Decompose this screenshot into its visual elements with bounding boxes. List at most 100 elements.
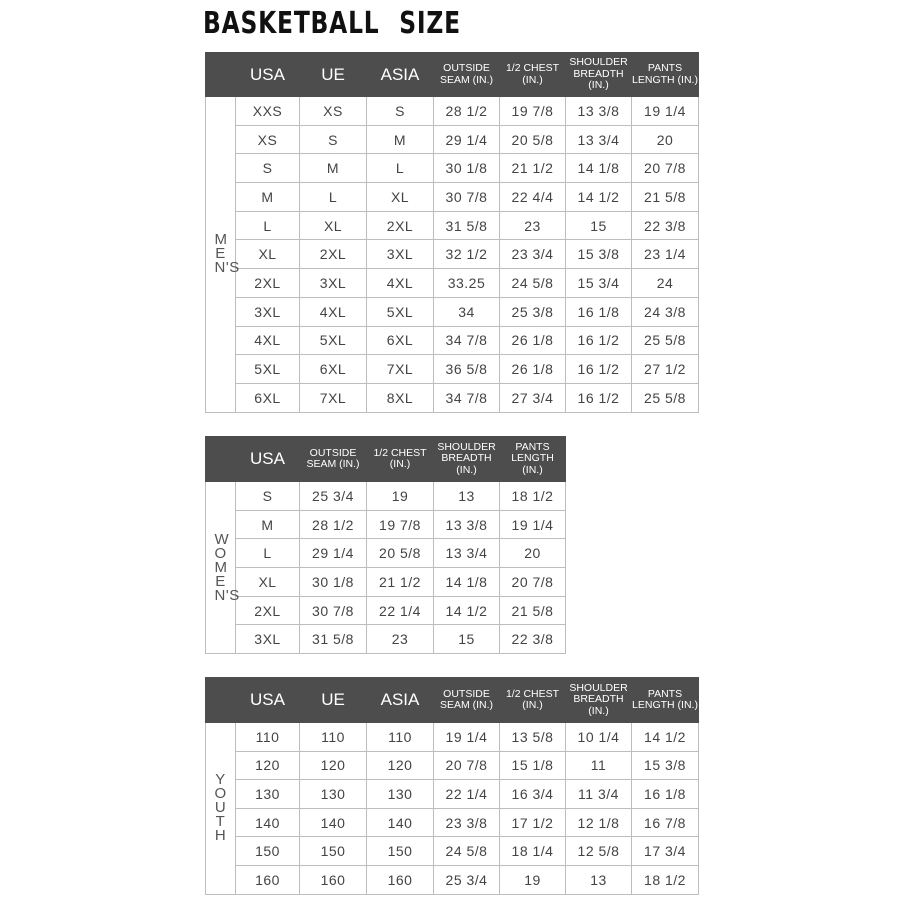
- table-cell: 29 1/4: [433, 124, 500, 155]
- column-header: PANTS LENGTH (IN.): [499, 436, 566, 482]
- table-row: XL 30 1/8 21 1/2 14 1/8 20 7/8: [206, 567, 566, 597]
- table-cell: 13 5/8: [499, 722, 566, 752]
- table-cell: 19 7/8: [366, 509, 434, 540]
- table-cell: 19: [499, 864, 566, 895]
- table-cell: 19 1/4: [433, 722, 500, 752]
- table-cell: 34 7/8: [433, 325, 500, 356]
- table-row: 5XL 6XL 7XL 36 5/8 26 1/8 16 1/2 27 1/2: [206, 354, 699, 384]
- table-cell: 150: [299, 836, 367, 866]
- table-cell: 3XL: [235, 296, 300, 327]
- table-cell: 4XL: [299, 296, 367, 327]
- table-row: 3XL 4XL 5XL 34 25 3/8 16 1/8 24 3/8: [206, 296, 699, 327]
- womens-size-table: USA OUTSIDE SEAM (IN.) 1/2 CHEST (IN.) SHOU…: [205, 436, 566, 655]
- table-cell: 160: [299, 864, 367, 895]
- table-cell: 32 1/2: [433, 239, 500, 270]
- table-cell: 21 1/2: [499, 153, 566, 184]
- table-cell: 24 3/8: [631, 296, 699, 327]
- table-cell: 22 1/4: [366, 595, 434, 626]
- table-cell: 120: [235, 750, 300, 781]
- table-row: MEN'S XXS XS S 28 1/2 19 7/8 13 3/8 19 1/4: [205, 96, 699, 413]
- table-cell: 13 3/4: [565, 124, 632, 155]
- table-row: L XL 2XL 31 5/8 23 15 22 3/8: [206, 210, 699, 241]
- column-header: UE: [299, 677, 367, 723]
- table-cell: XL: [299, 210, 367, 241]
- column-header: USA: [235, 436, 300, 482]
- table-cell: 12 5/8: [565, 836, 632, 866]
- table-row: M 28 1/2 19 7/8 13 3/8 19 1/4: [206, 509, 566, 540]
- table-cell: 4XL: [366, 268, 434, 298]
- table-cell: M: [235, 182, 300, 212]
- table-cell: 13: [565, 864, 632, 895]
- section-label-text: WOMEN'S: [214, 530, 240, 604]
- table-cell: XL: [235, 239, 300, 270]
- table-cell: 25 5/8: [631, 382, 699, 413]
- table-cell: 5XL: [235, 354, 300, 384]
- table-cell: 15 3/8: [565, 239, 632, 270]
- table-cell: 26 1/8: [499, 325, 566, 356]
- table-cell: 16 1/2: [565, 382, 632, 413]
- table-cell: 24: [631, 268, 699, 298]
- table-cell: 110: [366, 722, 434, 752]
- table-cell: 34: [433, 296, 500, 327]
- table-cell: 17 1/2: [499, 807, 566, 838]
- table-cell: 160: [235, 864, 300, 895]
- header-blank: [205, 436, 236, 482]
- table-cell: 25 3/8: [499, 296, 566, 327]
- table-cell: 16 1/2: [565, 354, 632, 384]
- table-cell: 22 4/4: [499, 182, 566, 212]
- table-row: YOUTH 110 110 110 19 1/4 13 5/8 10 1/4 14 1/2: [205, 722, 699, 895]
- table-cell: S: [366, 96, 434, 126]
- table-cell: L: [235, 538, 300, 569]
- table-row: 2XL 3XL 4XL 33.25 24 5/8 15 3/4 24: [206, 268, 699, 298]
- table-cell: 20 7/8: [631, 153, 699, 184]
- table-cell: 14 1/8: [433, 567, 500, 597]
- column-header: UE: [299, 52, 367, 97]
- table-cell: 14 1/2: [565, 182, 632, 212]
- youth-size-table: USA UE ASIA OUTSIDE SEAM (IN.) 1/2 CHEST (IN…: [205, 677, 699, 895]
- section-label-text: MEN'S: [214, 231, 240, 277]
- table-cell: 27 3/4: [499, 382, 566, 413]
- table-cell: 25 5/8: [631, 325, 699, 356]
- table-row: 140 140 140 23 3/8 17 1/2 12 1/8 16 7/8: [206, 807, 699, 838]
- table-cell: 28 1/2: [433, 96, 500, 126]
- table-cell: 4XL: [235, 325, 300, 356]
- table-cell: 140: [235, 807, 300, 838]
- table-cell: 30 1/8: [299, 567, 367, 597]
- table-cell: 6XL: [366, 325, 434, 356]
- table-cell: 23 3/8: [433, 807, 500, 838]
- table-cell: 15 3/8: [631, 750, 699, 781]
- table-cell: 18 1/2: [631, 864, 699, 895]
- table-row: 150 150 150 24 5/8 18 1/4 12 5/8 17 3/4: [206, 836, 699, 866]
- table-cell: 25 3/4: [433, 864, 500, 895]
- table-cell: 33.25: [433, 268, 500, 298]
- table-cell: 27 1/2: [631, 354, 699, 384]
- table-cell: 16 1/8: [631, 779, 699, 809]
- table-cell: S: [235, 153, 300, 184]
- header-row: USA UE ASIA OUTSIDE SEAM (IN.) 1/2 CHEST (IN…: [205, 52, 699, 97]
- table-cell: 30 7/8: [299, 595, 367, 626]
- column-header: ASIA: [366, 52, 434, 97]
- table-cell: 110: [235, 722, 300, 752]
- table-cell: 20 5/8: [499, 124, 566, 155]
- table-cell: 120: [366, 750, 434, 781]
- table-row: WOMEN'S S 25 3/4 19 13 18 1/2: [205, 480, 566, 655]
- table-cell: 3XL: [366, 239, 434, 270]
- table-cell: 34 7/8: [433, 382, 500, 413]
- table-cell: 21 1/2: [366, 567, 434, 597]
- table-cell: 15 1/8: [499, 750, 566, 781]
- table-cell: S: [235, 481, 300, 511]
- table-cell: 140: [366, 807, 434, 838]
- table-cell: 16 3/4: [499, 779, 566, 809]
- table-cell: M: [366, 124, 434, 155]
- column-header: SHOULDER BREADTH (IN.): [565, 52, 632, 97]
- header-blank: [205, 52, 236, 97]
- table-cell: 150: [235, 836, 300, 866]
- table-cell: S: [299, 124, 367, 155]
- column-header: SHOULDER BREADTH (IN.): [433, 436, 500, 482]
- table-cell: 21 5/8: [631, 182, 699, 212]
- table-cell: 30 1/8: [433, 153, 500, 184]
- column-header: 1/2 CHEST (IN.): [499, 677, 566, 723]
- table-cell: 13 3/8: [433, 509, 500, 540]
- table-cell: 160: [366, 864, 434, 895]
- column-header: PANTS LENGTH (IN.): [631, 677, 699, 723]
